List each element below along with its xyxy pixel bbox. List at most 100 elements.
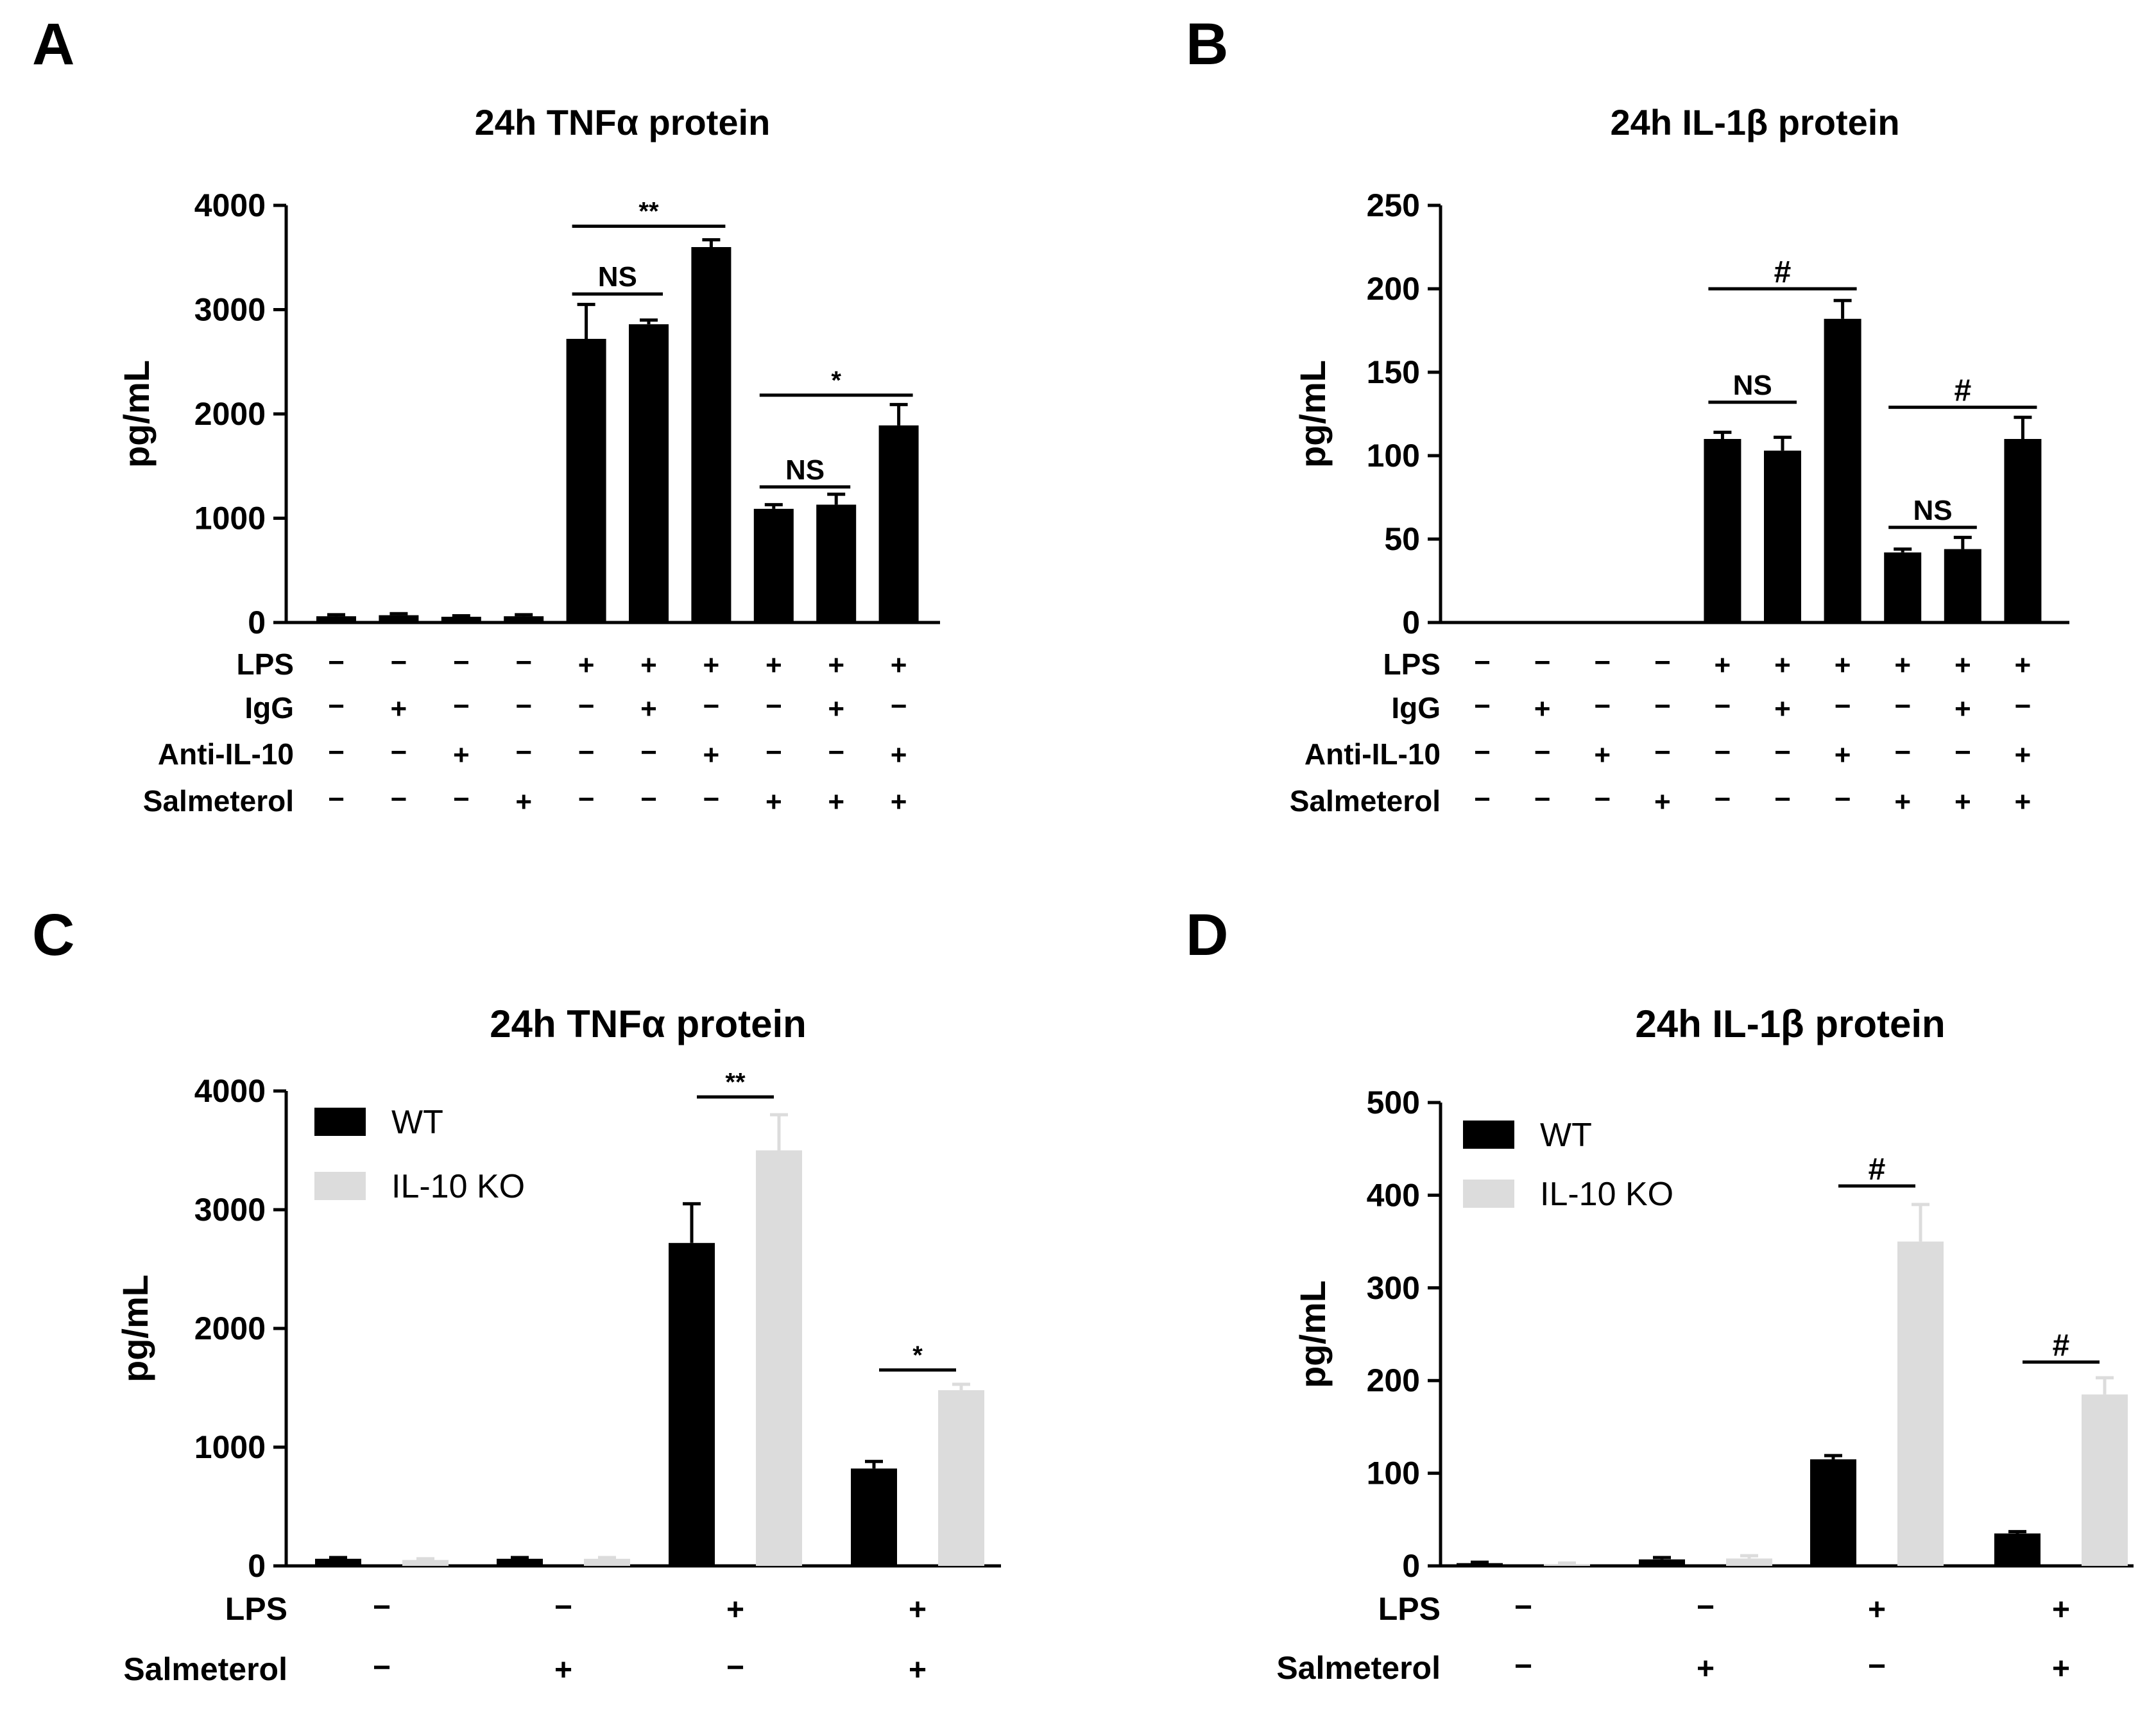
significance-label: # (1954, 374, 1971, 408)
significance-label: ** (725, 1068, 746, 1096)
condition-sign: − (453, 691, 470, 722)
legend-label: IL-10 KO (391, 1168, 525, 1205)
significance-label: # (1774, 255, 1792, 289)
condition-sign: − (578, 691, 595, 722)
condition-sign: − (703, 691, 720, 722)
condition-sign: + (515, 786, 532, 818)
condition-sign: − (328, 737, 345, 768)
condition-sign: + (2015, 739, 2032, 771)
y-tick-label: 0 (1402, 1548, 1420, 1584)
bar (1457, 1563, 1503, 1566)
y-tick-label: 0 (1402, 605, 1420, 640)
condition-sign: − (1654, 737, 1671, 768)
y-tick-label: 4000 (194, 1073, 266, 1109)
condition-sign: + (391, 693, 407, 725)
y-tick-label: 50 (1384, 521, 1420, 557)
chart-title: 24h TNFα protein (475, 102, 771, 142)
condition-label: LPS (1383, 648, 1441, 681)
bar (851, 1468, 897, 1566)
bar (1726, 1558, 1772, 1566)
condition-sign: − (391, 647, 407, 678)
condition-sign: + (1835, 649, 1851, 681)
condition-sign: − (1697, 1590, 1715, 1624)
condition-label: LPS (225, 1591, 287, 1627)
condition-sign: + (554, 1653, 572, 1687)
legend-swatch (314, 1108, 366, 1136)
significance-label: ** (638, 198, 659, 226)
condition-label: Salmeterol (143, 784, 294, 818)
y-tick-label: 300 (1367, 1270, 1420, 1306)
bar (379, 615, 419, 623)
condition-sign: − (515, 691, 532, 722)
condition-label: Salmeterol (123, 1651, 287, 1687)
condition-sign: + (2015, 649, 2032, 681)
condition-sign: + (1534, 693, 1551, 725)
legend-label: IL-10 KO (1540, 1176, 1673, 1213)
bar (1810, 1459, 1856, 1566)
bar (566, 339, 606, 623)
bar (402, 1559, 449, 1566)
bar (315, 1558, 361, 1566)
bar (756, 1150, 802, 1566)
condition-sign: − (328, 647, 345, 678)
bar (441, 617, 481, 623)
condition-sign: + (726, 1593, 744, 1627)
condition-sign: − (1594, 784, 1611, 815)
condition-sign: − (726, 1651, 744, 1685)
y-axis-title: pg/mL (116, 360, 157, 468)
bar (1897, 1241, 1944, 1566)
condition-sign: + (1774, 649, 1791, 681)
condition-sign: + (703, 649, 720, 681)
y-axis-title: pg/mL (115, 1275, 155, 1382)
condition-sign: − (1894, 691, 1911, 722)
condition-sign: − (1835, 691, 1851, 722)
significance-label: NS (598, 261, 637, 293)
y-tick-label: 200 (1367, 1362, 1420, 1398)
condition-sign: − (1715, 737, 1731, 768)
significance-label: NS (1733, 370, 1772, 401)
y-tick-label: 3000 (194, 292, 266, 328)
bar (938, 1390, 984, 1566)
condition-label: LPS (237, 648, 294, 681)
bar (691, 247, 732, 623)
significance-label: NS (785, 454, 825, 486)
bar (1994, 1533, 2041, 1566)
y-axis-title: pg/mL (1292, 1280, 1333, 1388)
bar (753, 508, 794, 623)
condition-sign: − (1868, 1649, 1886, 1683)
condition-sign: + (1715, 649, 1731, 681)
condition-sign: − (328, 691, 345, 722)
condition-sign: + (828, 786, 844, 818)
condition-sign: − (1534, 647, 1551, 678)
condition-sign: − (515, 647, 532, 678)
condition-sign: + (1697, 1652, 1715, 1686)
significance-label: * (912, 1341, 923, 1370)
condition-sign: − (766, 737, 782, 768)
condition-sign: − (766, 691, 782, 722)
condition-sign: + (1868, 1593, 1886, 1627)
condition-label: Salmeterol (1290, 784, 1441, 818)
y-tick-label: 2000 (194, 396, 266, 432)
legend-label: WT (1540, 1117, 1592, 1154)
y-tick-label: 500 (1367, 1085, 1420, 1121)
condition-sign: − (578, 737, 595, 768)
legend-swatch (314, 1172, 366, 1200)
condition-label: Anti-IL-10 (1305, 737, 1441, 771)
condition-sign: − (515, 737, 532, 768)
condition-sign: + (1594, 739, 1611, 771)
condition-sign: + (909, 1653, 927, 1687)
y-tick-label: 400 (1367, 1177, 1420, 1213)
panel-letter: D (1186, 902, 1228, 968)
condition-sign: + (828, 649, 844, 681)
chart-title: 24h IL-1β protein (1635, 1002, 1945, 1045)
condition-sign: − (640, 784, 657, 815)
condition-sign: − (1594, 691, 1611, 722)
condition-sign: + (909, 1593, 927, 1627)
condition-sign: + (1774, 693, 1791, 725)
condition-sign: − (2015, 691, 2032, 722)
panel-letter: B (1186, 12, 1228, 77)
condition-sign: + (2015, 786, 2032, 818)
condition-sign: − (373, 1651, 391, 1685)
condition-sign: + (891, 739, 907, 771)
